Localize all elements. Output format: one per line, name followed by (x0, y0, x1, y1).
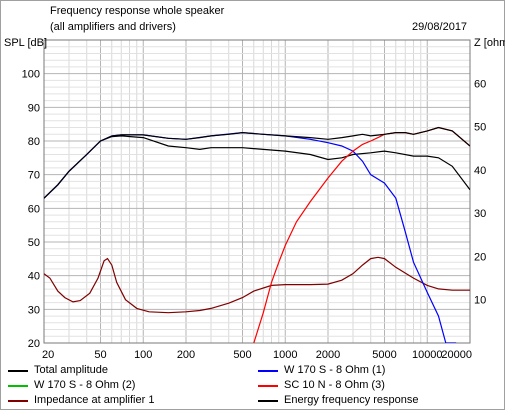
x-tick-label: 2000 (316, 349, 340, 361)
legend-swatch (258, 400, 278, 402)
x-tick-label: 10000 (412, 349, 443, 361)
y-left-tick-label: 90 (28, 102, 40, 114)
x-tick-label: 200 (177, 349, 195, 361)
y-left-tick-label: 100 (22, 69, 40, 81)
y-left-tick-label: 50 (28, 237, 40, 249)
x-tick-label: 20000 (441, 349, 472, 361)
x-tick-label: 1000 (273, 349, 297, 361)
legend-swatch (8, 400, 28, 402)
y-right-tick-label: 10 (474, 295, 486, 307)
chart-subtitle: (all amplifiers and drivers) (50, 21, 176, 33)
plot-border (43, 39, 471, 344)
x-tick-label: 5000 (372, 349, 396, 361)
series-line-impedance-at-amplifier-1 (44, 256, 470, 314)
y-left-tick-label: 30 (28, 304, 40, 316)
y-right-tick-label: 60 (474, 78, 486, 90)
y-right-tick-label: 30 (474, 208, 486, 220)
legend-swatch (8, 370, 28, 372)
legend-label: W 170 S - 8 Ohm (1) (284, 364, 386, 376)
legend-label: SC 10 N - 8 Ohm (3) (284, 379, 385, 391)
legend-swatch (8, 385, 28, 387)
x-tick-label: 100 (134, 349, 152, 361)
y-left-tick-label: 40 (28, 271, 40, 283)
y-right-tick-label: 40 (474, 165, 486, 177)
y-axis-left-label: SPL [dB] (4, 37, 48, 49)
legend-swatch (258, 370, 278, 372)
x-tick-label: 50 (94, 349, 106, 361)
y-right-tick-label: 20 (474, 251, 486, 263)
chart-title: Frequency response whole speaker (50, 5, 225, 17)
x-tick-label: 20 (42, 349, 54, 361)
legend-swatch (258, 385, 278, 387)
legend-label: Impedance at amplifier 1 (34, 394, 155, 406)
plot-area (44, 40, 470, 343)
chart-date: 29/08/2017 (412, 21, 468, 33)
y-left-tick-label: 80 (28, 136, 40, 148)
y-left-tick-label: 60 (28, 203, 40, 215)
x-tick-label: 500 (233, 349, 251, 361)
legend-label: Energy frequency response (284, 394, 419, 406)
legend-label: W 170 S - 8 Ohm (2) (34, 379, 136, 391)
y-axis-right-label: Z [ohm (474, 37, 505, 49)
y-left-tick-label: 20 (28, 338, 40, 350)
series-line-total-amplitude (44, 126, 470, 199)
legend-label: Total amplitude (34, 364, 108, 376)
y-left-tick-label: 70 (28, 170, 40, 182)
y-right-tick-label: 50 (474, 122, 486, 134)
